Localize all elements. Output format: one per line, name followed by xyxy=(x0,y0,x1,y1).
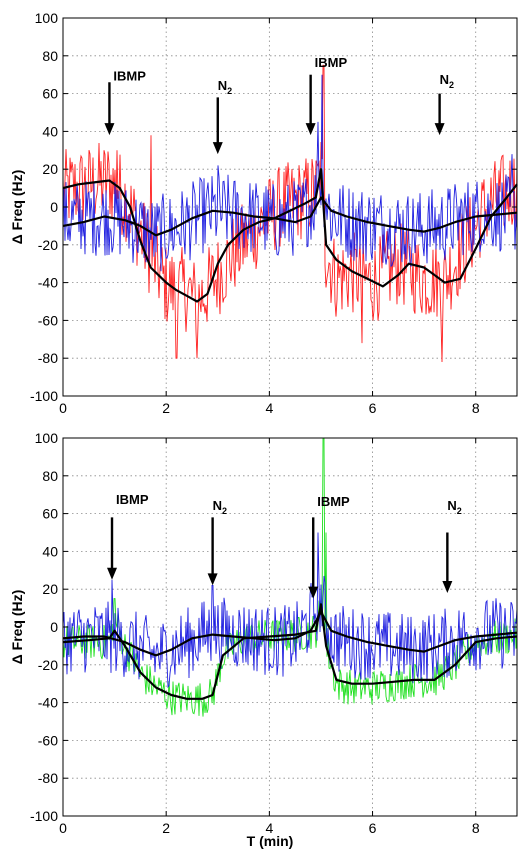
annotation-arrow-head xyxy=(434,123,445,136)
x-tick-label: 6 xyxy=(369,400,377,416)
y-tick-label: 20 xyxy=(42,161,58,177)
annotation-label: N2 xyxy=(440,72,454,90)
annotation-label: N2 xyxy=(218,78,232,96)
y-tick-label: -40 xyxy=(38,695,58,711)
y-tick-label: 100 xyxy=(35,10,59,26)
y-tick-label: 80 xyxy=(42,48,58,64)
y-tick-label: 40 xyxy=(42,543,58,559)
annotation-arrow-head xyxy=(212,142,223,155)
annotation-label-subscript: 2 xyxy=(222,506,227,516)
annotation-label-text: N xyxy=(447,498,456,513)
y-tick-label: -100 xyxy=(30,808,58,824)
annotation-label-text: IBMP xyxy=(113,68,146,83)
x-axis-label: T (min) xyxy=(247,833,294,849)
smoothed-trace-1 xyxy=(62,610,518,657)
annotation-label: IBMP xyxy=(315,55,348,70)
y-tick-label: -40 xyxy=(38,275,58,291)
annotation-arrow-head xyxy=(107,567,118,580)
y-tick-label: 80 xyxy=(42,468,58,484)
annotation-arrow-head xyxy=(207,573,218,586)
y-tick-label: -80 xyxy=(38,350,58,366)
noisy-trace-1 xyxy=(62,532,518,689)
x-tick-label: 4 xyxy=(265,400,273,416)
y-tick-label: -100 xyxy=(30,388,58,404)
y-tick-label: 100 xyxy=(35,430,59,446)
x-tick-label: 2 xyxy=(162,400,170,416)
x-tick-label: 2 xyxy=(162,820,170,836)
top-panel: IBMPN2IBMPN2-100-80-60-40-20020406080100… xyxy=(9,10,518,416)
y-tick-label: 60 xyxy=(42,506,58,522)
y-tick-label: -60 xyxy=(38,732,58,748)
annotation-label-text: IBMP xyxy=(315,55,348,70)
y-tick-label: 60 xyxy=(42,86,58,102)
annotation-label: IBMP xyxy=(317,494,350,509)
y-tick-label: 40 xyxy=(42,123,58,139)
y-tick-label: -20 xyxy=(38,237,58,253)
y-tick-label: 20 xyxy=(42,581,58,597)
y-axis-label: Δ Freq (Hz) xyxy=(9,590,25,665)
x-tick-label: 8 xyxy=(472,820,480,836)
smoothed-trace-0 xyxy=(62,168,518,303)
smoothed-trace-0 xyxy=(62,603,518,700)
y-tick-label: 0 xyxy=(50,619,58,635)
y-axis-label: Δ Freq (Hz) xyxy=(9,170,25,245)
annotation-label-text: N xyxy=(440,72,449,87)
x-tick-label: 8 xyxy=(472,400,480,416)
annotation-label-text: IBMP xyxy=(116,492,149,507)
x-tick-label: 0 xyxy=(59,820,67,836)
annotation-arrow-head xyxy=(305,123,316,136)
annotation-label: IBMP xyxy=(116,492,149,507)
smoothed-trace-1 xyxy=(62,196,518,237)
noisy-trace-1 xyxy=(62,74,518,272)
annotation-label-text: N xyxy=(213,498,222,513)
x-tick-label: 0 xyxy=(59,400,67,416)
annotation-label: N2 xyxy=(213,498,227,516)
annotation-label: IBMP xyxy=(113,68,146,83)
y-tick-label: -80 xyxy=(38,770,58,786)
annotation-label-text: N xyxy=(218,78,227,93)
y-tick-label: -60 xyxy=(38,312,58,328)
annotation-label-text: IBMP xyxy=(317,494,350,509)
y-tick-label: 0 xyxy=(50,199,58,215)
annotation-arrow-head xyxy=(104,123,115,136)
annotation-arrow-head xyxy=(308,586,319,599)
annotation-label-subscript: 2 xyxy=(457,506,462,516)
x-tick-label: 6 xyxy=(369,820,377,836)
annotation-arrow-head xyxy=(442,580,453,593)
annotation-label-subscript: 2 xyxy=(449,80,454,90)
x-tick-label: 4 xyxy=(265,820,273,836)
annotation-label: N2 xyxy=(447,498,461,516)
annotation-label-subscript: 2 xyxy=(227,86,232,96)
y-tick-label: -20 xyxy=(38,657,58,673)
